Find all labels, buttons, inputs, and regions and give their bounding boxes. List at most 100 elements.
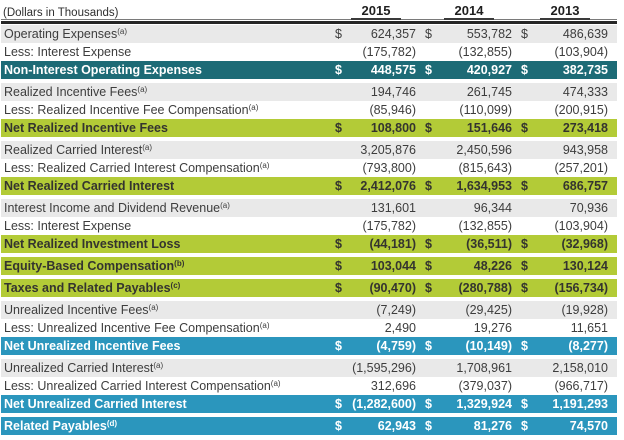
table-row: Realized Incentive Fees(a) 194,746 261,745…	[1, 83, 617, 101]
dollar-sign: $	[335, 237, 342, 251]
row-label: Less: Realized Carried Interest Compensa…	[4, 161, 270, 175]
footnote-marker: (b)	[174, 259, 185, 268]
year-label: 2015	[350, 4, 402, 20]
cell-value: 11,651	[570, 321, 608, 335]
cell-value: (200,915)	[554, 103, 608, 117]
cell-value: 62,943	[377, 419, 416, 433]
table-row: Net Realized Investment Loss $ (44,181) $ (3…	[1, 235, 617, 253]
table-row: Less: Unrealized Incentive Fee Compensat…	[1, 319, 617, 337]
row-label: Realized Incentive Fees(a)	[4, 85, 148, 99]
row-label: Realized Carried Interest(a)	[4, 143, 153, 157]
dollar-sign: $	[521, 63, 528, 77]
section-gap	[1, 297, 617, 301]
row-label: Net Unrealized Incentive Fees	[4, 339, 181, 353]
dollar-sign: $	[425, 397, 432, 411]
cell-value: (1,282,600)	[352, 397, 416, 411]
dollar-sign: $	[335, 419, 342, 433]
row-label: Net Realized Carried Interest	[4, 179, 175, 193]
row-label: Related Payables(d)	[4, 419, 118, 433]
cell-value: (110,099)	[459, 103, 512, 117]
table-row: Non-Interest Operating Expenses $448,575 $…	[1, 61, 617, 79]
cell-value: 382,735	[562, 63, 608, 77]
cell-value: (90,470)	[369, 281, 416, 295]
cell-value: (85,946)	[369, 103, 416, 117]
cell-value: 448,575	[370, 63, 416, 77]
footnote-marker: (d)	[106, 419, 118, 428]
cell-value: 96,344	[473, 201, 512, 215]
footnote-marker: (a)	[248, 103, 259, 112]
dollar-sign: $	[335, 179, 342, 193]
cell-value: 312,696	[370, 379, 416, 393]
row-label: Equity-Based Compensation(b)	[4, 259, 185, 273]
cell-value: 81,276	[473, 419, 512, 433]
dollar-sign: $	[521, 237, 528, 251]
table-row: Equity-Based Compensation(b) $103,044 $48,…	[1, 257, 617, 275]
dollar-sign: $	[335, 281, 342, 295]
cell-value: 420,927	[466, 63, 512, 77]
row-label: Taxes and Related Payables(c)	[4, 281, 181, 295]
cell-value: 943,958	[562, 143, 608, 157]
dollar-sign: $	[425, 259, 432, 273]
cell-value: 48,226	[473, 259, 512, 273]
cell-value: 1,191,293	[552, 397, 608, 411]
section-gap	[1, 413, 617, 417]
table-row: Operating Expenses(a) $624,357 $553,782 $48…	[1, 25, 617, 43]
footnote-marker: (a)	[153, 361, 164, 370]
cell-value: (966,717)	[554, 379, 608, 393]
cell-value: 624,357	[370, 27, 416, 41]
year-column-2015: 2015	[331, 2, 421, 20]
dollar-sign: $	[335, 397, 342, 411]
dollar-sign: $	[521, 121, 528, 135]
cell-value: (36,511)	[466, 237, 512, 251]
table-row: Taxes and Related Payables(c) $ (90,470) $ (…	[1, 279, 617, 297]
year-column-2014: 2014	[421, 2, 517, 20]
table-row: Related Payables(d) $62,943 $81,276 $74,570	[1, 417, 617, 435]
dollar-sign: $	[335, 27, 342, 41]
footnote-marker: (a)	[137, 85, 148, 94]
cell-value: 1,708,961	[456, 361, 512, 375]
cell-value: 151,646	[466, 121, 512, 135]
dollar-sign: $	[425, 281, 432, 295]
table-header: (Dollars in Thousands) 2015 2014 2013	[1, 2, 617, 20]
footnote-marker: (a)	[270, 379, 281, 388]
dollar-sign: $	[425, 339, 432, 353]
cell-value: (257,201)	[554, 161, 608, 175]
section-gap	[1, 137, 617, 141]
dollar-sign: $	[521, 259, 528, 273]
dollar-sign: $	[335, 63, 342, 77]
cell-value: (29,425)	[465, 303, 512, 317]
cell-value: 273,418	[562, 121, 608, 135]
cell-value: 194,746	[370, 85, 416, 99]
footnote-marker: (a)	[220, 201, 230, 210]
cell-value: 2,412,076	[360, 179, 416, 193]
cell-value: (156,734)	[554, 281, 608, 295]
footnote-marker: (a)	[142, 143, 153, 152]
footnote-marker: (a)	[259, 321, 270, 330]
cell-value: 1,329,924	[456, 397, 512, 411]
section-gap	[1, 275, 617, 279]
cell-value: 261,745	[466, 85, 512, 99]
cell-value: 103,044	[370, 259, 416, 273]
row-label: Interest Income and Dividend Revenue(a)	[4, 201, 230, 215]
table-row: Less: Realized Incentive Fee Compensatio…	[1, 101, 617, 119]
cell-value: (793,800)	[362, 161, 416, 175]
cell-value: 2,450,596	[456, 143, 512, 157]
cell-value: (175,782)	[362, 219, 416, 233]
cell-value: 74,570	[569, 419, 608, 433]
dollar-sign: $	[521, 281, 528, 295]
dollar-sign: $	[425, 237, 432, 251]
cell-value: (19,928)	[561, 303, 608, 317]
year-label: 2014	[443, 4, 495, 20]
table-row: Interest Income and Dividend Revenue(a) 1…	[1, 199, 617, 217]
row-label: Non-Interest Operating Expenses	[4, 63, 202, 77]
cell-value: 553,782	[466, 27, 512, 41]
row-label: Net Realized Investment Loss	[4, 237, 181, 251]
footnote-marker: (c)	[170, 281, 181, 290]
row-label: Operating Expenses(a)	[4, 27, 128, 41]
dollar-sign: $	[521, 339, 528, 353]
dollar-sign: $	[425, 179, 432, 193]
section-gap	[1, 355, 617, 359]
table-row: Less: Interest Expense (175,782) (132,855)…	[1, 43, 617, 61]
cell-value: 70,936	[569, 201, 608, 215]
table-row: Realized Carried Interest(a) 3,205,876 2,4…	[1, 141, 617, 159]
